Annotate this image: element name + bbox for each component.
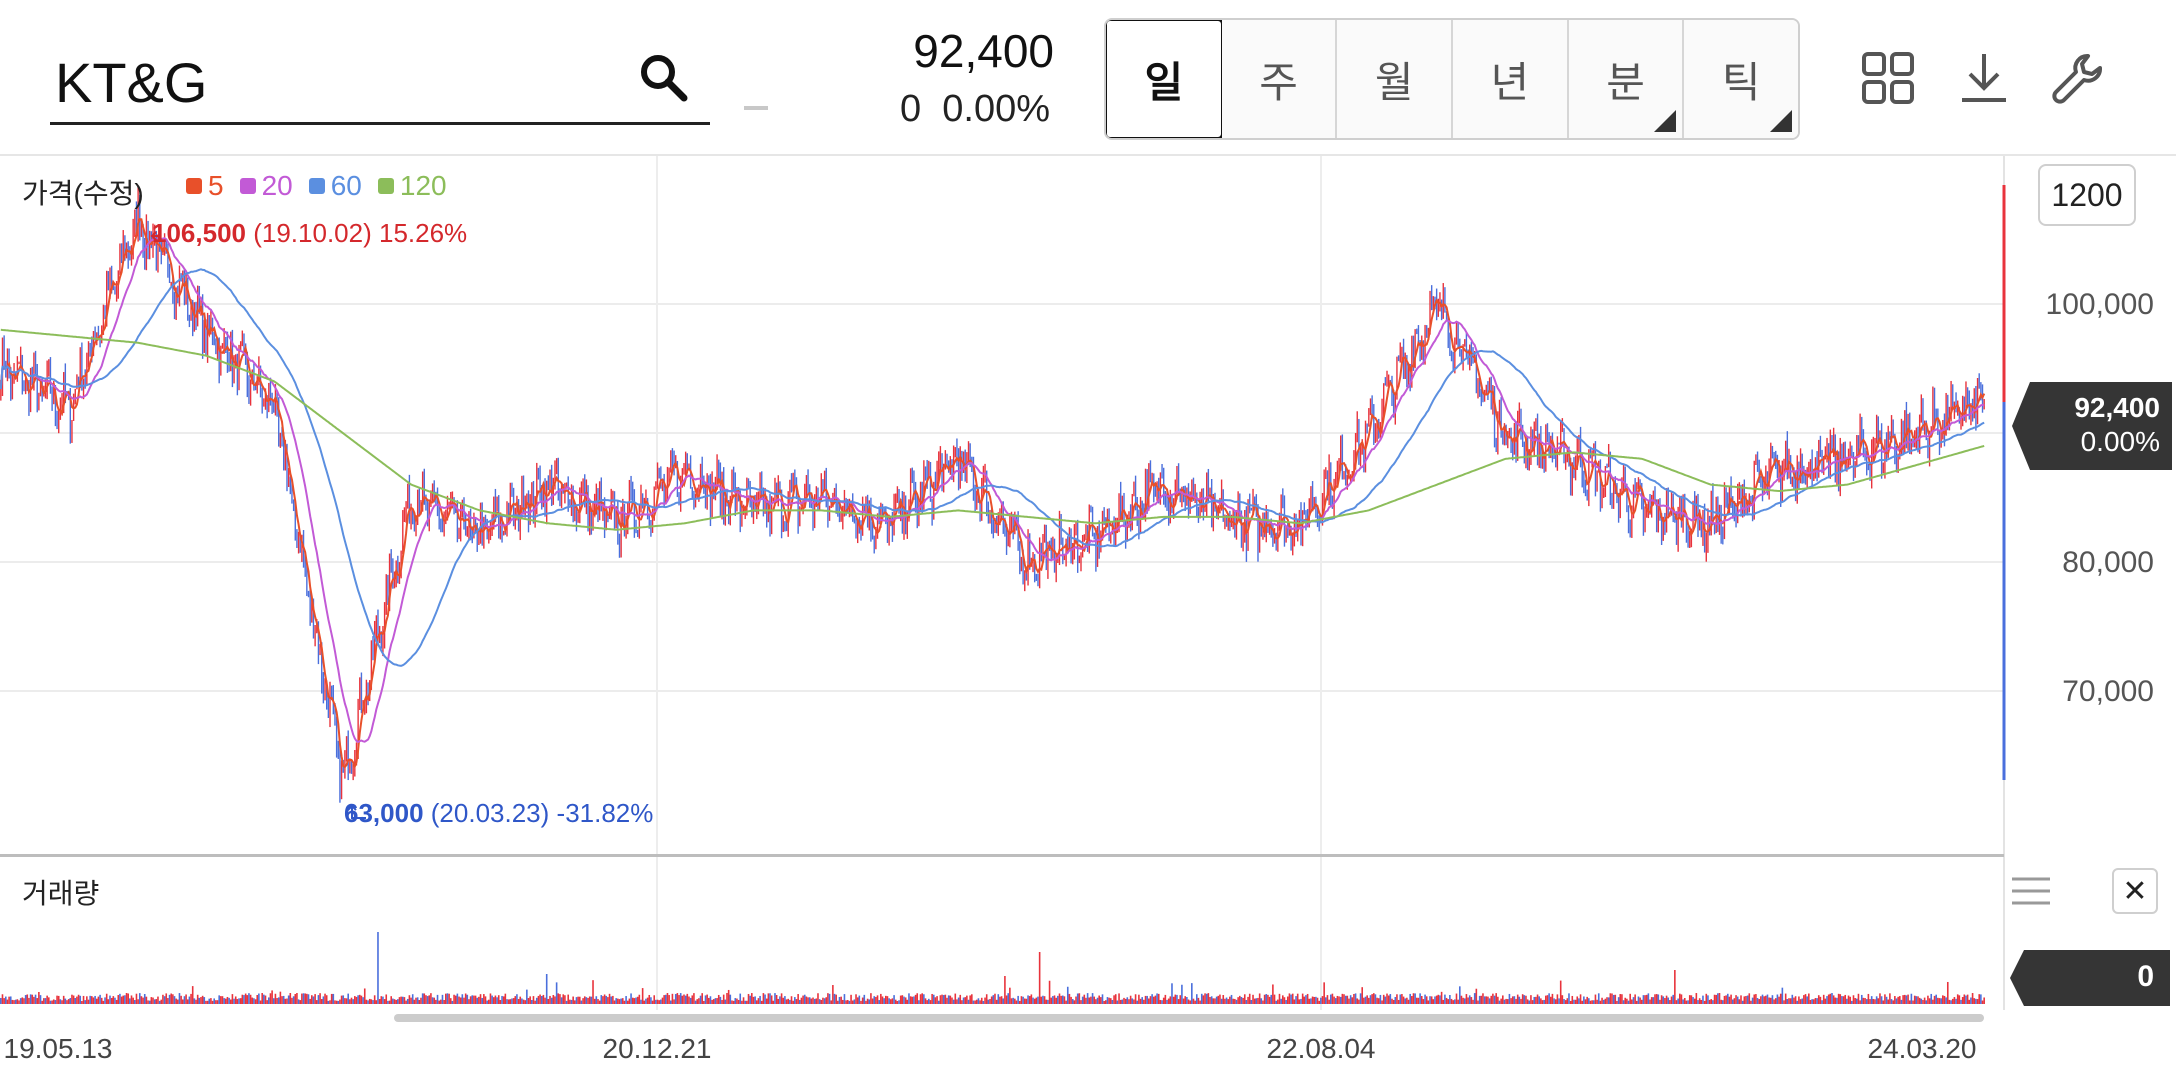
low-value: 63,000 <box>344 798 424 828</box>
legend-swatch <box>377 178 394 194</box>
high-pct: 15.26% <box>378 218 468 248</box>
legend-swatch <box>308 178 325 194</box>
grid-icon[interactable] <box>1860 50 1916 106</box>
legend-swatch <box>239 178 256 194</box>
download-icon[interactable] <box>1956 50 2012 106</box>
period-selector: 일 주 월 년 분 틱 <box>1104 18 1800 140</box>
submenu-corner-icon <box>1654 110 1677 132</box>
price-change: 0 0.00% <box>900 88 1050 130</box>
low-annotation: 63,000 (20.03.23) -31.82% <box>344 798 653 829</box>
submenu-corner-icon <box>1770 110 1793 132</box>
legend-label: 120 <box>399 170 447 201</box>
y-tick-label: 70,000 <box>2062 675 2154 708</box>
period-year-button[interactable]: 년 <box>1453 20 1569 138</box>
horizontal-scrollbar[interactable] <box>394 1014 1984 1022</box>
legend-item-ma60[interactable]: 60 <box>308 170 362 202</box>
period-label: 분 <box>1606 58 1645 106</box>
price-panel-title: 가격(수정) <box>22 178 144 209</box>
y-tick-label: 100,000 <box>2046 288 2154 321</box>
period-label: 틱 <box>1721 58 1761 106</box>
wrench-icon[interactable] <box>2050 50 2106 106</box>
current-price: 92,400 <box>913 25 1054 77</box>
x-tick-label: 19.05.13 <box>4 1033 113 1064</box>
high-arrow-icon <box>150 226 161 241</box>
high-date: (19.10.02) <box>253 218 372 248</box>
volume-panel-title: 거래량 <box>22 878 100 909</box>
period-week-button[interactable]: 주 <box>1221 20 1338 138</box>
price-tag-value: 92,400 <box>2074 392 2160 423</box>
close-icon[interactable]: ✕ <box>2112 868 2158 914</box>
low-arrow-icon <box>347 804 366 819</box>
legend-swatch <box>186 178 202 194</box>
low-pct: -31.82% <box>556 798 654 828</box>
period-label: 일 <box>1144 58 1184 106</box>
ma-legend: 5 20 60 120 <box>186 170 447 202</box>
legend-label: 5 <box>208 170 224 201</box>
x-tick-label: 20.12.21 <box>603 1033 712 1064</box>
high-value: 106,500 <box>152 218 246 248</box>
ma120-line <box>0 328 1985 531</box>
search-input[interactable]: KT&G <box>55 51 208 114</box>
header-divider <box>0 154 2176 156</box>
period-label: 년 <box>1490 58 1530 106</box>
low-date: (20.03.23) <box>430 798 550 828</box>
ma5-line <box>0 217 1986 770</box>
period-month-button[interactable]: 월 <box>1337 20 1454 138</box>
period-minute-button[interactable]: 분 <box>1568 20 1685 138</box>
x-tick-label: 22.08.04 <box>1267 1033 1376 1064</box>
volume-bars <box>0 932 1985 1004</box>
legend-item-ma120[interactable]: 120 <box>377 170 447 202</box>
volume-tag-value: 0 <box>2137 960 2154 993</box>
high-annotation: 106,500 (19.10.02) 15.26% <box>152 218 467 249</box>
panel-divider[interactable] <box>0 854 2004 857</box>
legend-item-ma5[interactable]: 5 <box>186 170 224 202</box>
legend-label: 60 <box>330 170 362 201</box>
period-label: 주 <box>1259 58 1298 106</box>
legend-item-ma20[interactable]: 20 <box>239 170 293 202</box>
chart-header: KT&G 92,400 0 0.00% 일 주 월 년 분 틱 <box>0 0 2176 154</box>
current-volume-tag: 0 <box>2010 950 2170 1006</box>
x-tick-label: 24.03.20 <box>1868 1033 1977 1064</box>
ma20-line <box>0 237 1985 744</box>
menu-icon[interactable] <box>2010 876 2052 906</box>
y-tick-label: 80,000 <box>2062 546 2154 579</box>
minus-icon[interactable] <box>744 106 768 110</box>
search-icon[interactable] <box>636 50 692 106</box>
ma60-line <box>0 268 1985 667</box>
candlesticks <box>0 186 1985 803</box>
search-box[interactable]: KT&G <box>50 40 710 125</box>
zoom-count-button[interactable]: 1200 <box>2038 164 2136 226</box>
period-tick-button[interactable]: 틱 <box>1684 20 1798 138</box>
legend-label: 20 <box>261 170 293 201</box>
price-tag-change: 0.00% <box>2080 426 2160 457</box>
current-price-tag: 92,400 0.00% <box>2012 382 2172 470</box>
period-label: 월 <box>1374 58 1414 106</box>
